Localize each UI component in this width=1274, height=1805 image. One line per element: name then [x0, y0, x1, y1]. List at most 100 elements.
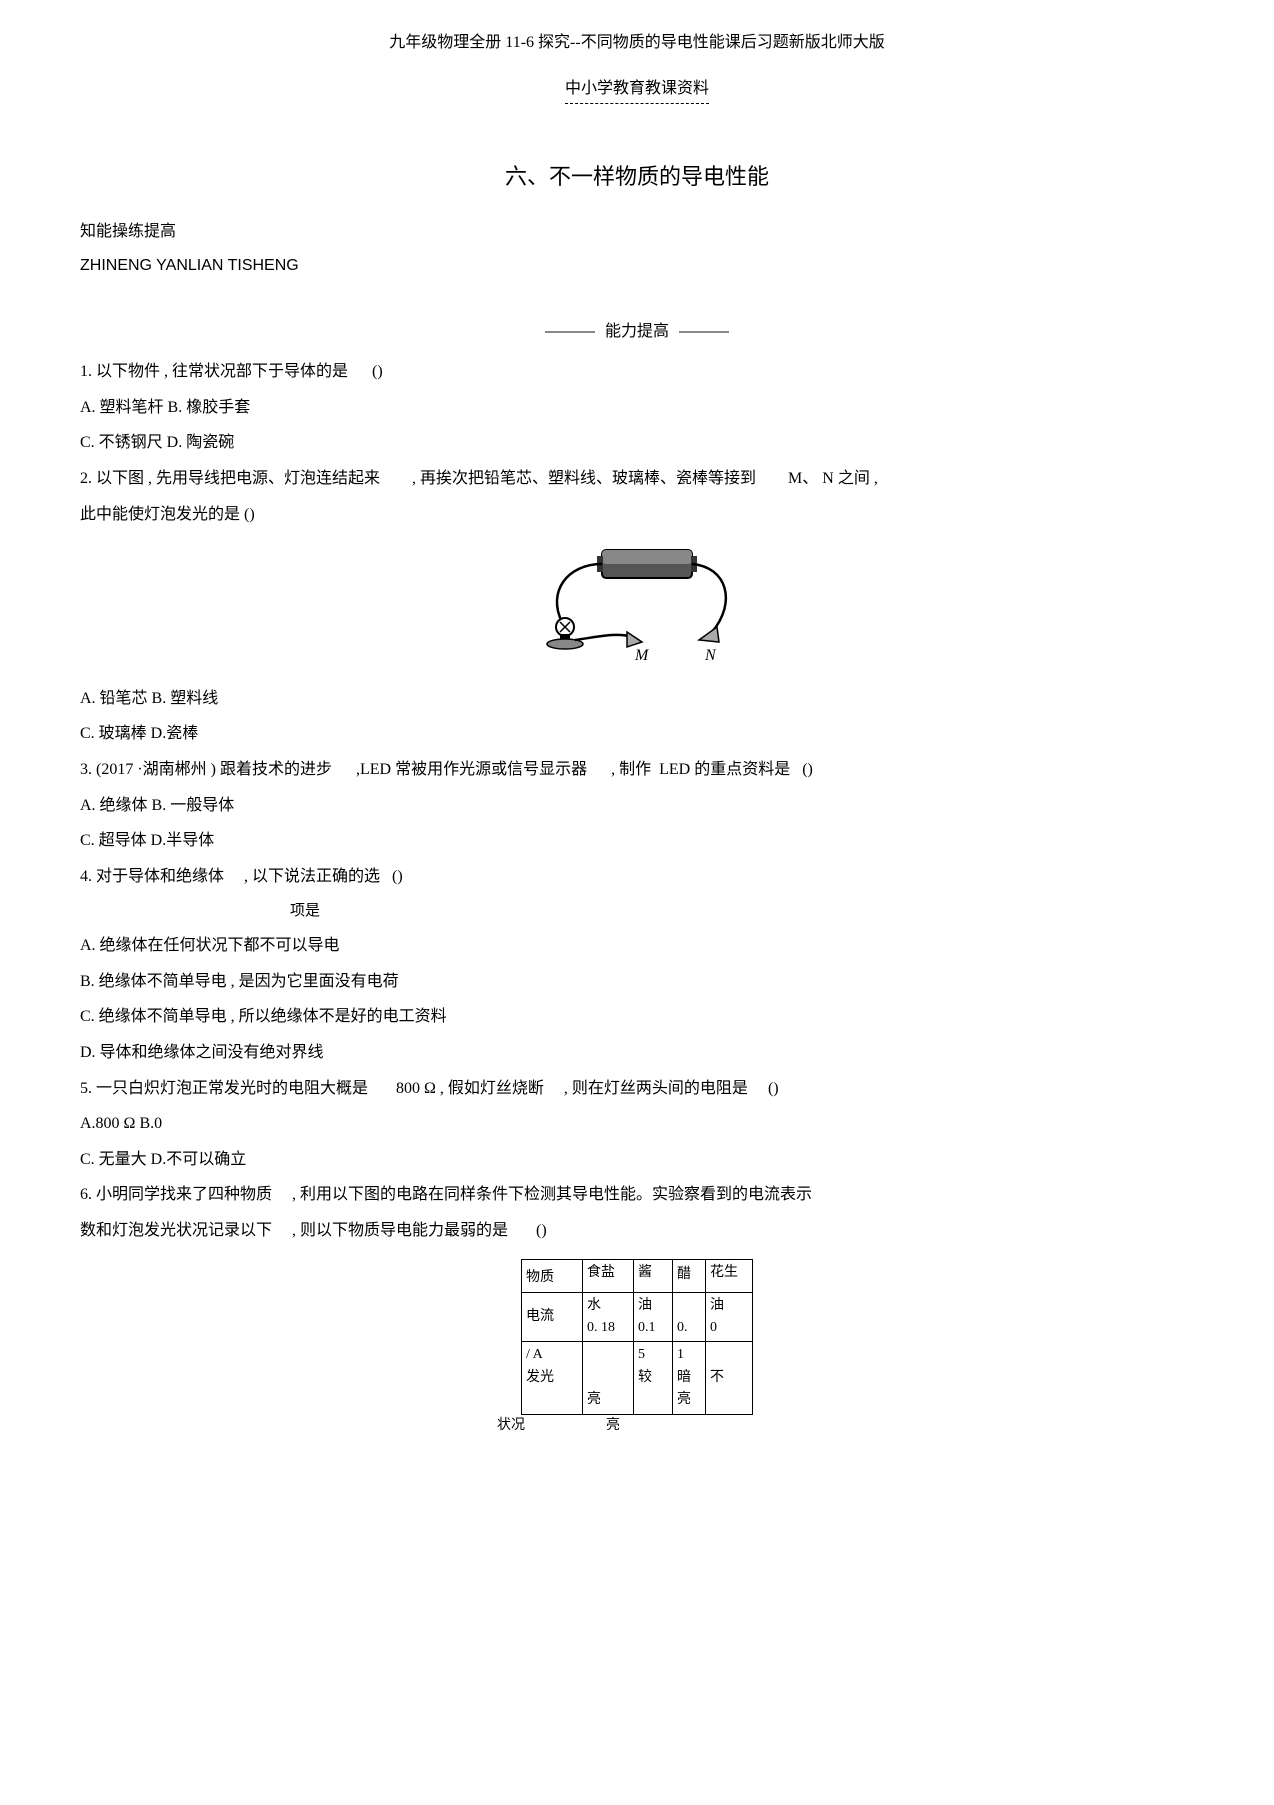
q2-stem-c: M、 N 之间 , [788, 466, 878, 492]
cell-txt: 发光 [526, 1370, 554, 1385]
q6-stem2-b: , 则以下物质导电能力最弱的是 [292, 1218, 508, 1244]
skill-divider: 能力提高 [80, 319, 1194, 345]
q6-stem-b: , 利用以下图的电路在同样条件下检测其导电性能。实验察看到的电流表示 [292, 1182, 812, 1208]
sub-header: 中小学教育教课资料 [565, 76, 709, 105]
cell-txt: / A [526, 1347, 543, 1362]
table-row: 物质 食盐 酱 醋 花生 [522, 1259, 753, 1292]
q3-opt-cd: C. 超导体 D.半导体 [80, 828, 1194, 854]
cell-txt: 1 [677, 1347, 684, 1362]
q5-stem-a: 5. 一只白炽灯泡正常发光时的电阻大概是 [80, 1076, 368, 1102]
q4-opt-c: C. 绝缘体不简单导电 , 所以绝缘体不是好的电工资料 [80, 1004, 1194, 1030]
q5-gap2 [544, 1076, 564, 1102]
table-row: 电流 水0. 18 油0.1 0. 油0 [522, 1292, 753, 1342]
q4-stem-b: , 以下说法正确的选 [244, 864, 380, 890]
below-bright: 亮 [598, 1415, 628, 1437]
pinyin-label: ZHINENG YANLIAN TISHENG [80, 253, 1194, 279]
q3-stem-a: 3. (2017 ·湖南郴州 ) 跟着技术的进步 [80, 757, 332, 783]
q4-stem-a: 4. 对于导体和绝缘体 [80, 864, 224, 890]
cell-bright: 亮 [583, 1342, 634, 1414]
cell-soy: 酱 [634, 1259, 673, 1292]
q4-gap1 [224, 864, 244, 890]
q4-opt-a: A. 绝缘体在任何状况下都不可以导电 [80, 933, 1194, 959]
cell-txt: 0. 18 [587, 1320, 615, 1335]
q2-stem: 2. 以下图 , 先用导线把电源、灯泡连结起来 , 再挨次把铅笔芯、塑料线、玻璃… [80, 466, 1194, 492]
q2-opt-ab: A. 铅笔芯 B. 塑料线 [80, 686, 1194, 712]
q5-gap3 [748, 1076, 768, 1102]
q6-gap3 [508, 1218, 536, 1244]
q3-opt-ab: A. 绝缘体 B. 一般导体 [80, 793, 1194, 819]
q5-stem: 5. 一只白炽灯泡正常发光时的电阻大概是 800 Ω , 假如灯丝烧断 , 则在… [80, 1076, 1194, 1102]
q4-stem-c: () [392, 864, 403, 890]
q5-stem-b: 800 Ω , 假如灯丝烧断 [396, 1076, 544, 1102]
label-n: N [704, 647, 717, 662]
cell-peanut: 花生 [706, 1259, 753, 1292]
q2-opt-cd: C. 玻璃棒 D.瓷棒 [80, 721, 1194, 747]
cell-substance: 物质 [522, 1259, 583, 1292]
q6-gap2 [272, 1218, 292, 1244]
q4-opt-d: D. 导体和绝缘体之间没有绝对界线 [80, 1040, 1194, 1066]
cell-txt: 5 [638, 1347, 645, 1362]
q3-stem: 3. (2017 ·湖南郴州 ) 跟着技术的进步 ,LED 常被用作光源或信号显… [80, 757, 1194, 783]
cell-txt: 亮 [677, 1392, 691, 1407]
cell-current: 电流 [522, 1292, 583, 1342]
cell-oil2: 油0 [706, 1292, 753, 1342]
q4-gap2 [380, 864, 392, 890]
cell-txt: 0.1 [638, 1320, 656, 1335]
q5-stem-d: () [768, 1076, 779, 1102]
cell-a-glow: / A 发光 [522, 1342, 583, 1414]
q4-sub: 项是 [290, 899, 1194, 923]
circuit-svg: M N [527, 542, 747, 662]
cell-water: 水 0. 18 [583, 1292, 634, 1342]
q2-gap1 [380, 466, 412, 492]
page-header: 九年级物理全册 11-6 探究--不同物质的导电性能课后习题新版北师大版 [80, 30, 1194, 56]
cell-oil1: 油 0.1 [634, 1292, 673, 1342]
cell-txt: 水 [587, 1298, 601, 1313]
below-table: 状况 亮 [497, 1415, 777, 1437]
table-row: / A发光 亮 5较 1暗亮 不 [522, 1342, 753, 1414]
cell-txt: 暗 [677, 1370, 691, 1385]
q4-stem: 4. 对于导体和绝缘体 , 以下说法正确的选 () [80, 864, 1194, 890]
cell-txt: 油 [638, 1298, 652, 1313]
q6-stem: 6. 小明同学找来了四种物质 , 利用以下图的电路在同样条件下检测其导电性能。实… [80, 1182, 1194, 1208]
cell-txt: 较 [638, 1370, 652, 1385]
cell-txt: 0 [710, 1320, 717, 1335]
q3-gap2 [587, 757, 611, 783]
q1-gap [348, 359, 372, 385]
q2-gap2 [756, 466, 788, 492]
q5-opt-cd: C. 无量大 D.不可以确立 [80, 1147, 1194, 1173]
q1-stem: 1. 以下物件 , 往常状况部下于导体的是 () [80, 359, 1194, 385]
q3-stem-b: ,LED 常被用作光源或信号显示器 [356, 757, 587, 783]
q1-opt-cd: C. 不锈钢尺 D. 陶瓷碗 [80, 430, 1194, 456]
circuit-figure: M N [80, 542, 1194, 671]
q5-stem-c: , 则在灯丝两头间的电阻是 [564, 1076, 748, 1102]
cell-val3: 0. [673, 1292, 706, 1342]
q6-stem-a: 6. 小明同学找来了四种物质 [80, 1182, 272, 1208]
q1-stem-b: () [372, 359, 383, 385]
q3-stem-c: , 制作 LED 的重点资料是 () [611, 757, 813, 783]
cell-vinegar: 醋 [673, 1259, 706, 1292]
q6-stem2-a: 数和灯泡发光状况记录以下 [80, 1218, 272, 1244]
q6-stem2-c: () [536, 1218, 547, 1244]
skill-label: 能力提高 [545, 319, 729, 345]
q2-stem2: 此中能使灯泡发光的是 () [80, 502, 1194, 528]
q5-opt-ab: A.800 Ω B.0 [80, 1111, 1194, 1137]
q1-stem-a: 1. 以下物件 , 往常状况部下于导体的是 [80, 359, 348, 385]
cell-no: 不 [706, 1342, 753, 1414]
q2-stem-b: , 再挨次把铅笔芯、塑料线、玻璃棒、瓷棒等接到 [412, 466, 756, 492]
q4-opt-b: B. 绝缘体不简单导电 , 是因为它里面没有电荷 [80, 969, 1194, 995]
q1-opt-ab: A. 塑料笔杆 B. 橡胶手套 [80, 395, 1194, 421]
main-title: 六、不一样物质的导电性能 [80, 159, 1194, 194]
cell-dim: 1 暗亮 [673, 1342, 706, 1414]
cell-txt: 油 [710, 1298, 724, 1313]
q5-gap1 [368, 1076, 396, 1102]
q3-gap1 [332, 757, 356, 783]
label-m: M [634, 647, 650, 662]
q6-gap1 [272, 1182, 292, 1208]
q6-stem2: 数和灯泡发光状况记录以下 , 则以下物质导电能力最弱的是 () [80, 1218, 1194, 1244]
below-status: 状况 [497, 1415, 549, 1437]
cell-5jiao: 5较 [634, 1342, 673, 1414]
cell-salt: 食盐 [583, 1259, 634, 1292]
data-table: 物质 食盐 酱 醋 花生 电流 水0. 18 油0.1 0. 油0 / A发光 … [521, 1259, 753, 1415]
section-label: 知能操练提高 [80, 219, 1194, 245]
q2-stem-a: 2. 以下图 , 先用导线把电源、灯泡连结起来 [80, 466, 380, 492]
